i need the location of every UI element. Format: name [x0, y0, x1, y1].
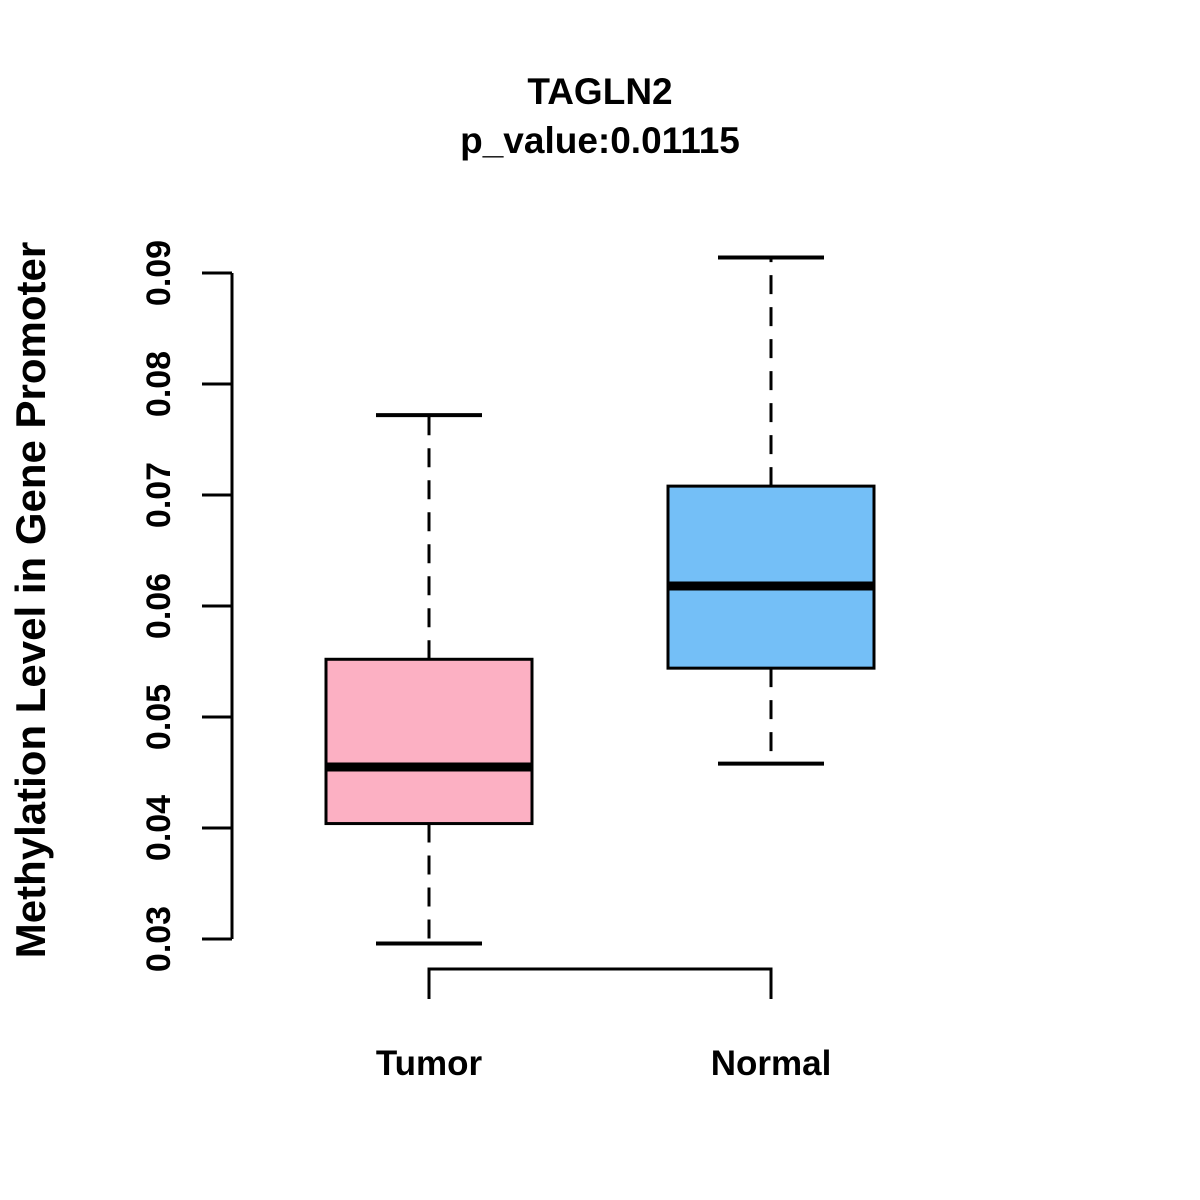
box-tumor — [324, 657, 534, 826]
category-label-tumor: Tumor — [376, 1044, 483, 1083]
x-axis-bracket — [427, 967, 773, 999]
category-label-normal: Normal — [711, 1044, 832, 1083]
y-tick-label-0.06: 0.06 — [140, 573, 178, 639]
chart-subtitle: p_value:0.01115 — [460, 120, 740, 161]
box-normal — [666, 484, 876, 670]
y-tick-label-0.03: 0.03 — [140, 906, 178, 972]
y-tick-label-0.04: 0.04 — [140, 795, 178, 861]
y-tick-label-0.08: 0.08 — [140, 351, 178, 417]
y-tick-label-0.07: 0.07 — [140, 462, 178, 528]
plot-area: 0.03 0.04 0.05 0.06 0.07 0.08 0.09 Tumor Normal — [140, 240, 876, 1083]
y-tick-label-0.09: 0.09 — [140, 240, 178, 306]
y-axis-title: Methylation Level in Gene Promoter — [7, 242, 54, 958]
y-tick-label-0.05: 0.05 — [140, 684, 178, 750]
chart-title: TAGLN2 — [527, 71, 672, 112]
